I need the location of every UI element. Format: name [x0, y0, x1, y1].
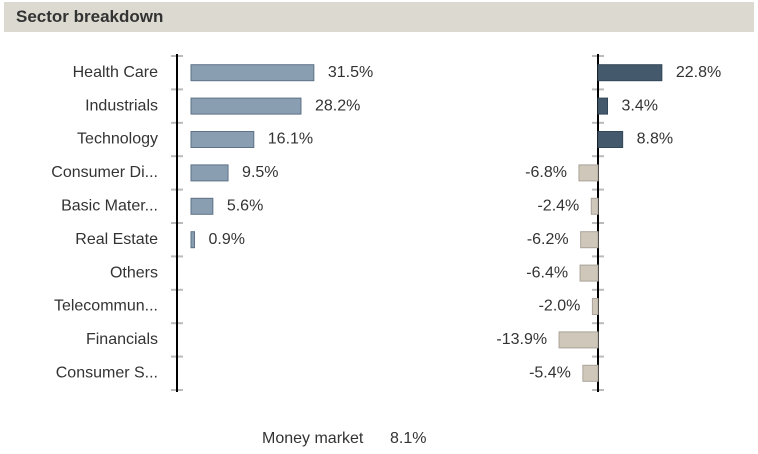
- value-label: 22.8%: [676, 64, 721, 81]
- bar: [582, 364, 599, 382]
- value-label: 0.9%: [209, 231, 245, 248]
- value-label: -2.4%: [537, 198, 579, 215]
- bar: [578, 164, 599, 182]
- category-label: Technology: [77, 131, 158, 148]
- category-label: Basic Mater...: [61, 198, 158, 215]
- value-label: 9.5%: [242, 164, 278, 181]
- footer-value: 8.1%: [390, 430, 426, 447]
- bar: [190, 64, 315, 82]
- header: Sector breakdown: [4, 2, 754, 32]
- category-label: Consumer S...: [56, 365, 158, 382]
- bar: [558, 331, 599, 349]
- bar: [190, 231, 196, 249]
- category-label: Consumer Di...: [51, 164, 158, 181]
- bar: [190, 131, 255, 148]
- category-label: Industrials: [85, 97, 158, 114]
- bar: [591, 298, 599, 315]
- value-label: -2.0%: [539, 298, 581, 315]
- bar: [597, 97, 609, 115]
- value-label: 31.5%: [328, 64, 373, 81]
- value-label: -6.4%: [526, 264, 568, 281]
- category-label: Telecommun...: [54, 298, 158, 315]
- category-label: Real Estate: [75, 231, 158, 248]
- category-label: Financials: [86, 331, 158, 348]
- value-label: -6.8%: [525, 164, 567, 181]
- value-label: -6.2%: [527, 231, 569, 248]
- value-label: -13.9%: [496, 331, 547, 348]
- value-label: 5.6%: [227, 198, 263, 215]
- bar: [590, 197, 599, 215]
- bar: [190, 164, 229, 182]
- value-label: 8.8%: [637, 131, 673, 148]
- bar: [579, 264, 599, 282]
- value-label: 16.1%: [268, 131, 313, 148]
- value-label: 3.4%: [622, 97, 658, 114]
- bar: [597, 64, 663, 82]
- category-label: Health Care: [73, 64, 158, 81]
- bar: [597, 131, 624, 148]
- category-label: Others: [110, 264, 158, 281]
- value-label: -5.4%: [529, 365, 571, 382]
- header-title: Sector breakdown: [16, 7, 164, 26]
- value-label: 28.2%: [315, 97, 360, 114]
- bar: [190, 197, 214, 215]
- bar: [580, 231, 599, 249]
- footer-label: Money market: [262, 430, 364, 447]
- bar: [190, 97, 302, 115]
